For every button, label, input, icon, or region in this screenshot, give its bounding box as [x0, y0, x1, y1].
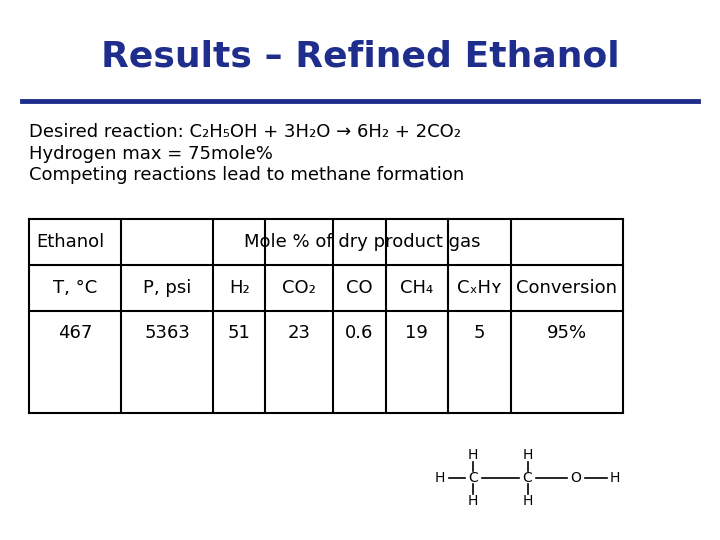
Text: O: O	[570, 471, 582, 485]
Text: Desired reaction: C₂H₅OH + 3H₂O → 6H₂ + 2CO₂: Desired reaction: C₂H₅OH + 3H₂O → 6H₂ + …	[29, 123, 461, 141]
Text: Conversion: Conversion	[516, 279, 617, 296]
Text: CH₄: CH₄	[400, 279, 433, 296]
Text: 51: 51	[228, 324, 251, 342]
Text: Mole % of dry product gas: Mole % of dry product gas	[243, 233, 480, 251]
Text: Competing reactions lead to methane formation: Competing reactions lead to methane form…	[29, 166, 464, 185]
Text: CO₂: CO₂	[282, 279, 316, 296]
Text: Ethanol: Ethanol	[36, 233, 104, 251]
Text: 467: 467	[58, 324, 92, 342]
Text: 95%: 95%	[546, 324, 587, 342]
Text: P, psi: P, psi	[143, 279, 192, 296]
Text: 23: 23	[288, 324, 311, 342]
Text: C: C	[523, 471, 533, 485]
Text: H: H	[610, 471, 621, 485]
Text: CO: CO	[346, 279, 373, 296]
Text: C: C	[468, 471, 478, 485]
Text: Results – Refined Ethanol: Results – Refined Ethanol	[101, 40, 619, 73]
Text: 5: 5	[474, 324, 485, 342]
Text: T, °C: T, °C	[53, 279, 97, 296]
Text: 19: 19	[405, 324, 428, 342]
Text: H₂: H₂	[229, 279, 250, 296]
Text: H: H	[468, 494, 478, 508]
Text: Hydrogen max = 75mole%: Hydrogen max = 75mole%	[29, 145, 273, 163]
Text: 5363: 5363	[144, 324, 190, 342]
Text: CₓHʏ: CₓHʏ	[456, 279, 502, 296]
Text: H: H	[523, 448, 533, 462]
Text: H: H	[435, 471, 445, 485]
Text: 0.6: 0.6	[346, 324, 374, 342]
Text: H: H	[523, 494, 533, 508]
Text: H: H	[468, 448, 478, 462]
